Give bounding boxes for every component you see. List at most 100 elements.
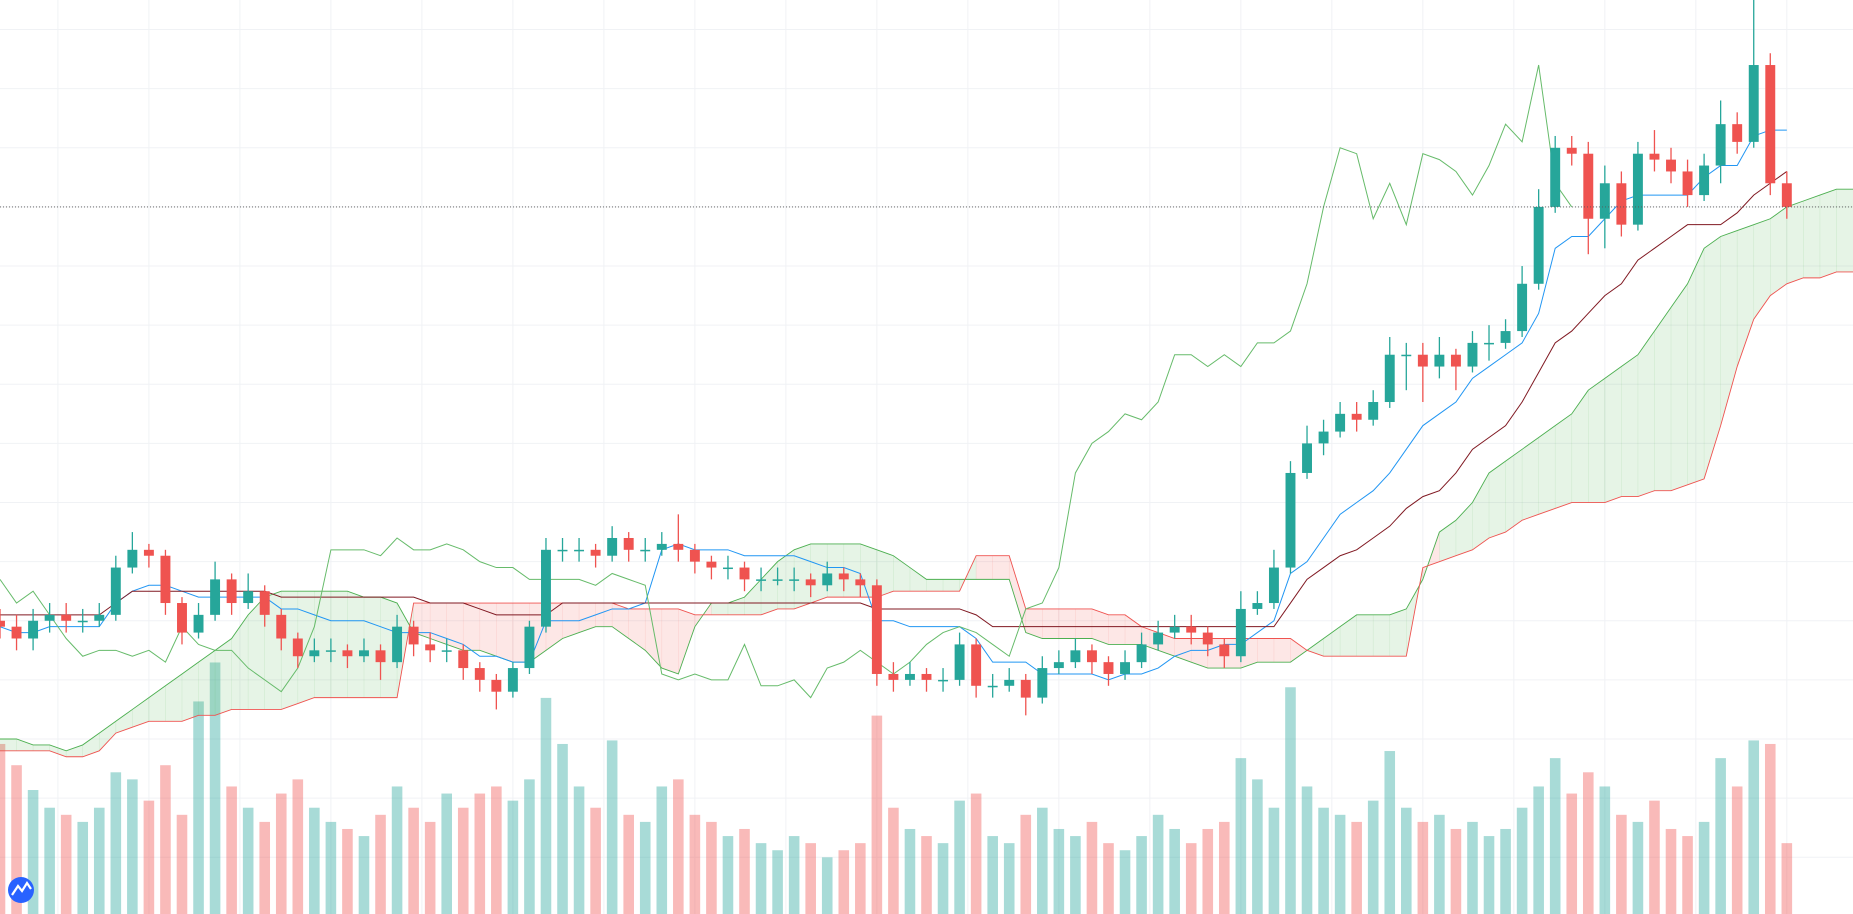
volume-bar xyxy=(93,807,105,914)
candle-body xyxy=(408,626,419,645)
volume-bar xyxy=(1103,843,1114,914)
candle-body xyxy=(607,537,618,556)
cloud-fill xyxy=(347,591,365,698)
cloud-fill xyxy=(1372,614,1391,657)
volume-bar xyxy=(673,779,684,914)
candle-body xyxy=(1500,331,1511,343)
volume-bar xyxy=(143,800,155,914)
candle-body xyxy=(1070,650,1081,663)
candle-body xyxy=(507,668,518,692)
cloud-fill xyxy=(1753,218,1771,320)
cloud-fill xyxy=(926,579,944,592)
candle-body xyxy=(1765,65,1776,184)
candle-body xyxy=(1699,165,1710,196)
volume-bar xyxy=(275,793,287,914)
candle-body xyxy=(938,679,949,682)
cloud-fill xyxy=(148,685,166,722)
candle-body xyxy=(1666,159,1676,172)
volume-bar xyxy=(342,828,353,914)
cloud-fill xyxy=(793,543,811,609)
cloud-fill xyxy=(1637,331,1655,497)
candle-body xyxy=(1533,206,1544,284)
candle-body xyxy=(44,614,55,621)
cloud-fill xyxy=(777,549,795,609)
candle-body xyxy=(541,549,551,627)
cloud-fill xyxy=(1654,307,1672,491)
volume-bar xyxy=(358,836,370,914)
volume-bar xyxy=(954,800,965,914)
volume-bar xyxy=(755,843,767,914)
volume-bar xyxy=(1566,793,1578,914)
volume-bar xyxy=(424,821,436,914)
cloud-fill xyxy=(893,555,911,592)
cloud-fill xyxy=(711,603,729,615)
volume-bar xyxy=(821,857,833,914)
volume-bar xyxy=(921,836,932,914)
candle-body xyxy=(1219,644,1230,657)
volume-bar xyxy=(1169,828,1180,914)
candle-body xyxy=(474,668,485,680)
volume-bar xyxy=(259,821,271,914)
volume-bar xyxy=(1136,836,1147,914)
volume-bar xyxy=(540,697,552,914)
volume-bar xyxy=(722,836,734,914)
cloud-fill xyxy=(744,579,762,615)
cloud-fill xyxy=(1455,502,1473,556)
volume-bar xyxy=(1516,807,1528,914)
candle-body xyxy=(1318,431,1329,444)
candle-body xyxy=(789,579,800,581)
cloud-fill xyxy=(479,603,497,657)
volume-bar xyxy=(1434,814,1445,914)
candle-body xyxy=(838,573,849,580)
volume-bar xyxy=(1483,836,1495,914)
logo-mark[interactable] xyxy=(11,880,32,896)
candle-body xyxy=(1302,443,1312,473)
cloud-fill xyxy=(1290,638,1308,663)
candle-body xyxy=(458,650,469,669)
candle-body xyxy=(441,650,452,652)
candle-body xyxy=(292,638,303,657)
candle-body xyxy=(1748,65,1759,142)
volume-bar xyxy=(292,779,304,914)
cloud-fill xyxy=(446,603,464,651)
cloud-fill xyxy=(65,744,84,757)
volume-bar xyxy=(226,786,237,914)
candle-body xyxy=(1335,413,1346,432)
cloud-fill xyxy=(214,638,232,716)
candle-body xyxy=(1202,632,1213,645)
cloud-fill xyxy=(727,597,745,615)
candle-body xyxy=(193,614,204,633)
candle-body xyxy=(226,579,237,604)
volume-bar xyxy=(1219,821,1230,914)
volume-bar xyxy=(788,836,800,914)
volume-bar xyxy=(904,828,916,914)
cloud-fill xyxy=(1108,614,1126,645)
volume-bar xyxy=(1467,821,1478,914)
candle-body xyxy=(1599,183,1610,219)
cloud-fill xyxy=(1803,195,1821,278)
volume-bar xyxy=(1119,850,1131,914)
candle-body xyxy=(1566,147,1577,154)
volume-bar xyxy=(1748,740,1760,914)
cloud-fill xyxy=(678,608,696,674)
cloud-fill xyxy=(1786,201,1804,284)
volume-bar xyxy=(739,828,750,914)
volume-bar xyxy=(1020,814,1032,914)
cloud-fill xyxy=(1836,189,1853,272)
volume-bar xyxy=(573,786,585,914)
volume-bar xyxy=(1665,828,1677,914)
cloud-fill xyxy=(1488,461,1506,538)
volume-bar xyxy=(110,772,122,914)
candle-body xyxy=(1550,147,1561,207)
cloud-fill xyxy=(1670,283,1688,491)
candle-body xyxy=(110,567,121,615)
volume-bar xyxy=(590,807,601,914)
candle-body xyxy=(1120,662,1130,674)
logo[interactable] xyxy=(8,877,34,903)
cloud-fill xyxy=(942,579,960,592)
cloud-fill xyxy=(661,608,679,674)
volume-bar xyxy=(1301,786,1313,914)
cloud-fill xyxy=(810,543,828,604)
volume-bar xyxy=(160,765,171,914)
